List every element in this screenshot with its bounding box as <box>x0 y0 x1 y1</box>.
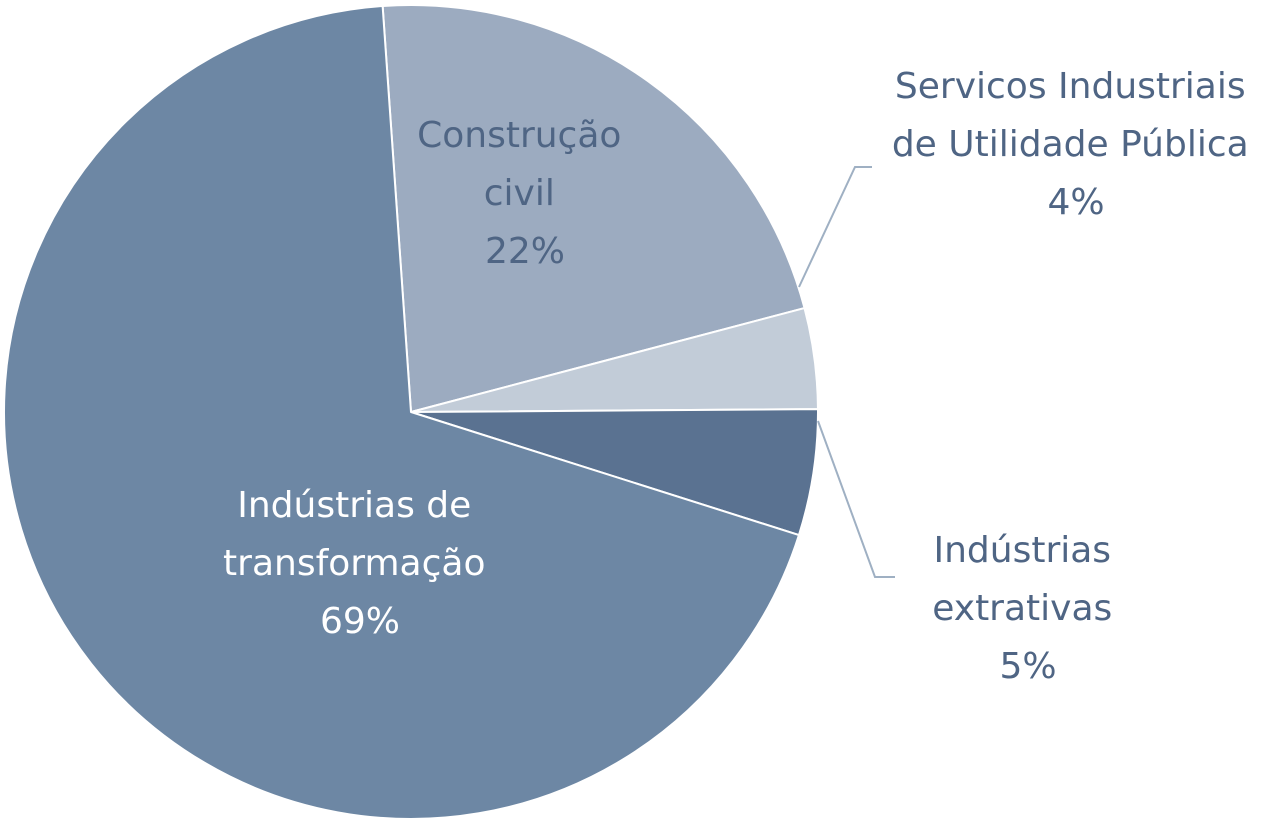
leader-lines <box>798 166 895 578</box>
pie-slices <box>3 4 819 820</box>
leader-line-extrativas <box>817 420 895 578</box>
label-servicos: Servicos Industriais de Utilidade Públic… <box>892 66 1260 223</box>
pie-slice-transformacao <box>3 4 800 820</box>
leader-line-servicos <box>798 166 872 288</box>
label-transformacao: Indústrias de transformação 69% <box>223 485 497 642</box>
label-extrativas: Indústrias extrativas 5% <box>932 530 1124 687</box>
slice-labels: Construção civil 22% Servicos Industriai… <box>223 66 1260 687</box>
pie-slice-construcao <box>381 4 806 413</box>
label-construcao: Construção civil 22% <box>417 115 633 272</box>
